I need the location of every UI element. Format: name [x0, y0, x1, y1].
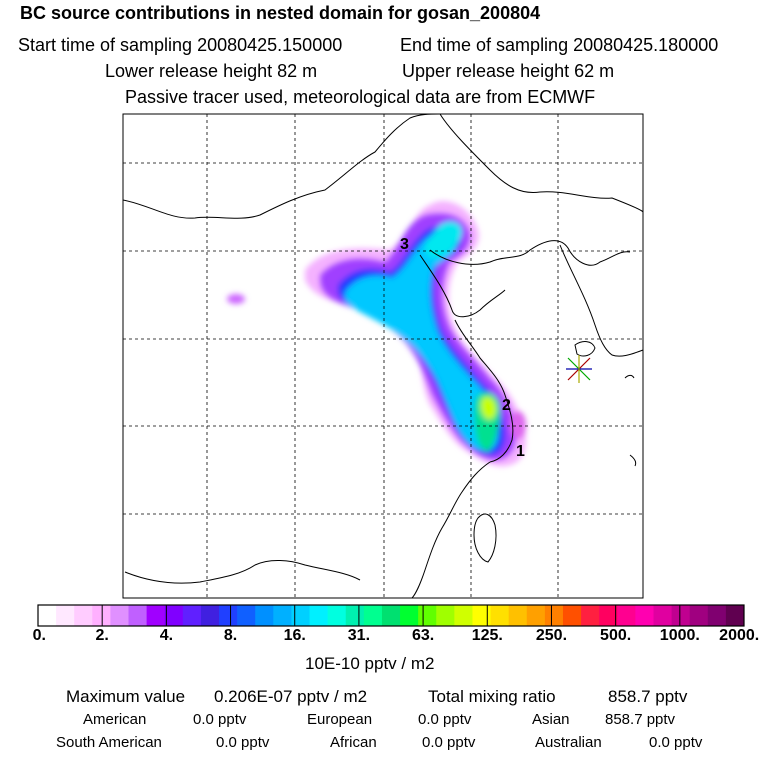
- colorbar-cell: [544, 605, 564, 626]
- colorbar-cell: [164, 605, 184, 626]
- colorbar-cell: [617, 605, 636, 626]
- region-australian-value: 0.0 pptv: [649, 734, 703, 751]
- colorbar-label: 500.: [600, 627, 632, 644]
- colorbar-label: 16.: [283, 627, 306, 644]
- colorbar-cell: [454, 605, 473, 626]
- colorbar-cell: [128, 605, 148, 626]
- end-time-label: End time of sampling 20080425.180000: [400, 35, 719, 55]
- colorbar-cell: [671, 605, 691, 626]
- colorbar-label: 2000.: [719, 627, 760, 644]
- lat-lon-grid: [123, 114, 643, 598]
- colorbar-cell: [707, 605, 727, 626]
- region-south-american-value: 0.0 pptv: [216, 734, 270, 751]
- colorbar-cell: [237, 605, 256, 626]
- colorbar-cell: [219, 605, 238, 626]
- marker-3-label: 3: [400, 236, 409, 253]
- colorbar-cell: [653, 605, 673, 626]
- colorbar-cell: [418, 605, 437, 626]
- region-asian-value: 858.7 pptv: [605, 711, 676, 728]
- colorbar-label: 2.: [95, 627, 109, 644]
- colorbar-cell: [255, 605, 274, 626]
- colorbar-cell: [381, 605, 401, 626]
- colorbar-cell: [689, 605, 709, 626]
- max-value-label: Maximum value: [66, 687, 186, 706]
- region-african-name: African: [330, 734, 377, 751]
- region-australian-name: Australian: [535, 734, 602, 751]
- colorbar-label: 125.: [471, 627, 503, 644]
- marker-1-label: 1: [516, 443, 525, 460]
- colorbar-cell: [56, 605, 75, 626]
- region-american-name: American: [83, 711, 147, 728]
- colorbar-cell: [436, 605, 455, 626]
- colorbar-cell: [309, 605, 329, 626]
- total-mixing-label: Total mixing ratio: [428, 687, 556, 706]
- colorbar-label: 31.: [347, 627, 371, 644]
- region-african-value: 0.0 pptv: [422, 734, 476, 751]
- map-panel: 3 2 1: [122, 113, 644, 599]
- lower-release-label: Lower release height 82 m: [105, 61, 318, 81]
- colorbar-cell: [526, 605, 546, 626]
- colorbar-cell: [200, 605, 220, 626]
- colorbar-cell: [363, 605, 383, 626]
- coastlines: [122, 113, 644, 599]
- colorbar-cell: [38, 605, 57, 626]
- colorbar-label: 0.: [32, 627, 47, 644]
- colorbar-label: 4.: [159, 627, 174, 644]
- region-american-value: 0.0 pptv: [193, 711, 247, 728]
- region-european-value: 0.0 pptv: [418, 711, 472, 728]
- map-title: BC source contributions in nested domain…: [20, 3, 541, 23]
- colorbar-unit: 10E-10 pptv / m2: [305, 654, 435, 673]
- marker-2-label: 2: [502, 397, 511, 414]
- colorbar-cell: [327, 605, 347, 626]
- colorbar-cell: [562, 605, 582, 626]
- colorbar-cell: [400, 605, 419, 626]
- colorbar-cell: [581, 605, 600, 626]
- colorbar-cell: [599, 605, 618, 626]
- colorbar-cell: [146, 605, 166, 626]
- region-european-name: European: [307, 711, 373, 728]
- colorbar-cell: [472, 605, 492, 626]
- colorbar-cell: [273, 605, 292, 626]
- colorbar: [37, 604, 745, 627]
- map-frame: [122, 113, 644, 599]
- colorbar-cell: [110, 605, 130, 626]
- colorbar-cell: [725, 605, 745, 626]
- colorbar-cell: [182, 605, 202, 626]
- region-south-american-name: South American: [56, 734, 162, 751]
- total-mixing-value: 858.7 pptv: [608, 687, 688, 706]
- colorbar-cell: [92, 605, 111, 626]
- colorbar-label: 63.: [411, 627, 435, 644]
- upper-release-label: Upper release height 62 m: [402, 61, 615, 81]
- colorbar-cell: [291, 605, 311, 626]
- tracer-note: Passive tracer used, meteorological data…: [125, 87, 596, 107]
- region-asian-name: Asian: [532, 711, 570, 728]
- colorbar-label: 8.: [223, 627, 238, 644]
- colorbar-label: 250.: [535, 627, 568, 644]
- colorbar-cell: [74, 605, 93, 626]
- colorbar-label: 1000.: [659, 627, 700, 644]
- colorbar-cell: [490, 605, 510, 626]
- star-burst-icon: [566, 355, 592, 383]
- start-time-label: Start time of sampling 20080425.150000: [18, 35, 343, 55]
- colorbar-cell: [508, 605, 528, 626]
- colorbar-cell: [345, 605, 365, 626]
- plume-layer: [227, 201, 526, 467]
- max-value: 0.206E-07 pptv / m2: [214, 687, 368, 706]
- colorbar-cell: [635, 605, 654, 626]
